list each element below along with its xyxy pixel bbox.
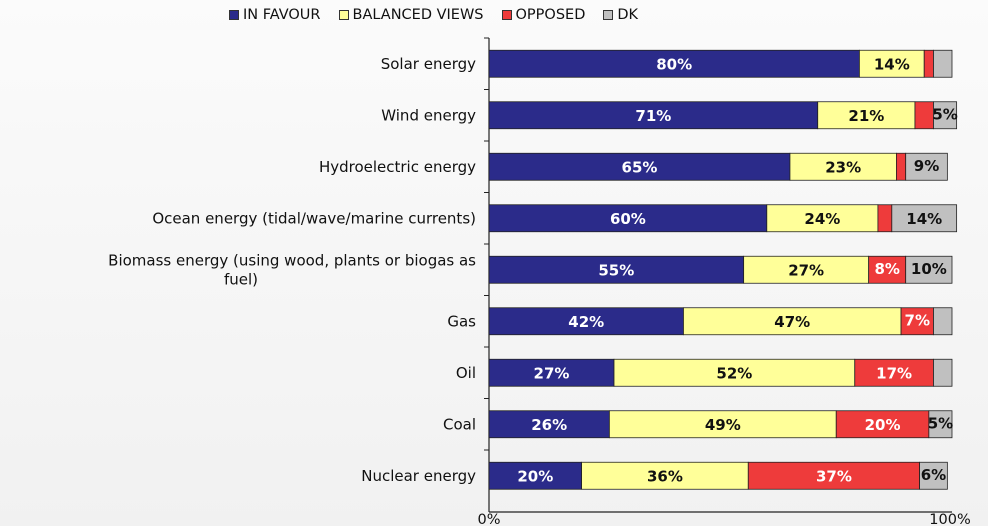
- bar-segment: [928, 410, 953, 439]
- category-label-line: Coal: [443, 415, 476, 433]
- bar-segment: [933, 358, 953, 387]
- category-label: Ocean energy (tidal/wave/marine currents…: [152, 209, 476, 227]
- category-label: Coal: [443, 415, 476, 433]
- category-label: Gas: [447, 312, 476, 330]
- bar-segment: [488, 49, 860, 78]
- category-label: Nuclear energy: [361, 467, 476, 485]
- bar-segment: [817, 101, 916, 130]
- bar-segment: [900, 307, 934, 336]
- data-label: 5%: [932, 105, 957, 123]
- x-tick-label: 100%: [929, 512, 970, 526]
- data-label: 65%: [622, 158, 658, 176]
- legend-item: IN FAVOUR: [229, 7, 321, 23]
- data-label: 6%: [921, 466, 946, 484]
- bar-segment: [933, 101, 958, 130]
- bar-segment: [488, 307, 684, 336]
- data-label: 27%: [788, 261, 824, 279]
- legend-item: DK: [603, 7, 638, 23]
- data-label: 27%: [534, 364, 570, 382]
- data-label: 20%: [517, 467, 553, 485]
- bar-segment: [905, 152, 948, 181]
- legend-label: OPPOSED: [515, 7, 586, 23]
- legend-item: OPPOSED: [501, 7, 586, 23]
- bar-segment: [683, 307, 902, 336]
- bar-segment: [877, 204, 893, 233]
- bar-segment: [488, 461, 582, 490]
- data-label: 20%: [865, 416, 901, 434]
- category-label: Oil: [456, 364, 476, 382]
- legend-swatch: [603, 10, 614, 20]
- data-label: 55%: [598, 261, 634, 279]
- data-label: 71%: [635, 107, 671, 125]
- bar-segment: [919, 461, 948, 490]
- data-label: 49%: [705, 416, 741, 434]
- bar-segment: [905, 255, 953, 284]
- bar-segment: [859, 49, 925, 78]
- data-label: 26%: [531, 416, 567, 434]
- category-label-line: Gas: [447, 312, 476, 330]
- category-label: Solar energy: [381, 55, 476, 73]
- category-label-line: Wind energy: [381, 106, 476, 124]
- data-label: 24%: [804, 210, 840, 228]
- category-label-line: fuel): [224, 270, 258, 288]
- bar-segment: [854, 358, 934, 387]
- category-label-line: Nuclear energy: [361, 467, 476, 485]
- bar-segment: [488, 101, 819, 130]
- bar-segment: [488, 410, 610, 439]
- category-label: Wind energy: [381, 106, 476, 124]
- legend-label: BALANCED VIEWS: [352, 7, 484, 23]
- data-label: 42%: [568, 313, 604, 331]
- data-label: 8%: [874, 260, 899, 278]
- bar-segment: [613, 358, 856, 387]
- bar-segment: [891, 204, 958, 233]
- bar-segment: [933, 307, 953, 336]
- category-label-line: Hydroelectric energy: [319, 158, 476, 176]
- data-label: 37%: [816, 467, 852, 485]
- data-label: 17%: [876, 364, 912, 382]
- data-label: 5%: [928, 414, 953, 432]
- data-label: 14%: [906, 210, 942, 228]
- bar-segment: [896, 152, 907, 181]
- bar-segment: [789, 152, 897, 181]
- data-label: 9%: [914, 157, 939, 175]
- bar-segment: [835, 410, 930, 439]
- bar-segment: [933, 49, 953, 78]
- category-label-line: Oil: [456, 364, 476, 382]
- bar-segment: [608, 410, 837, 439]
- data-label: 52%: [716, 364, 752, 382]
- data-label: 21%: [848, 107, 884, 125]
- category-label-line: Ocean energy (tidal/wave/marine currents…: [152, 209, 476, 227]
- category-label: Biomass energy (using wood, plants or bi…: [108, 251, 476, 288]
- bar-segment: [488, 152, 791, 181]
- data-label: 36%: [647, 467, 683, 485]
- legend-label: DK: [617, 7, 639, 23]
- legend-item: BALANCED VIEWS: [338, 7, 484, 23]
- data-label: 23%: [825, 158, 861, 176]
- bar-segment: [923, 49, 934, 78]
- bar-segment: [488, 358, 615, 387]
- category-label: Hydroelectric energy: [319, 158, 476, 176]
- data-label: 14%: [874, 55, 910, 73]
- data-label: 60%: [610, 210, 646, 228]
- data-label: 7%: [905, 311, 930, 329]
- legend-swatch: [229, 10, 239, 20]
- data-label: 80%: [656, 55, 692, 73]
- legend-swatch: [501, 10, 512, 20]
- x-tick-label: 0%: [477, 512, 500, 526]
- legend: IN FAVOUR BALANCED VIEWS OPPOSED DK: [229, 5, 656, 25]
- data-label: 47%: [774, 313, 810, 331]
- legend-label: IN FAVOUR: [243, 7, 321, 23]
- category-label-line: Solar energy: [381, 55, 476, 73]
- category-label-line: Biomass energy (using wood, plants or bi…: [108, 251, 476, 269]
- bar-segment: [766, 204, 879, 233]
- legend-swatch: [338, 10, 349, 20]
- bar-segment: [914, 101, 934, 130]
- bar-segment: [868, 255, 907, 284]
- data-label: 10%: [911, 260, 947, 278]
